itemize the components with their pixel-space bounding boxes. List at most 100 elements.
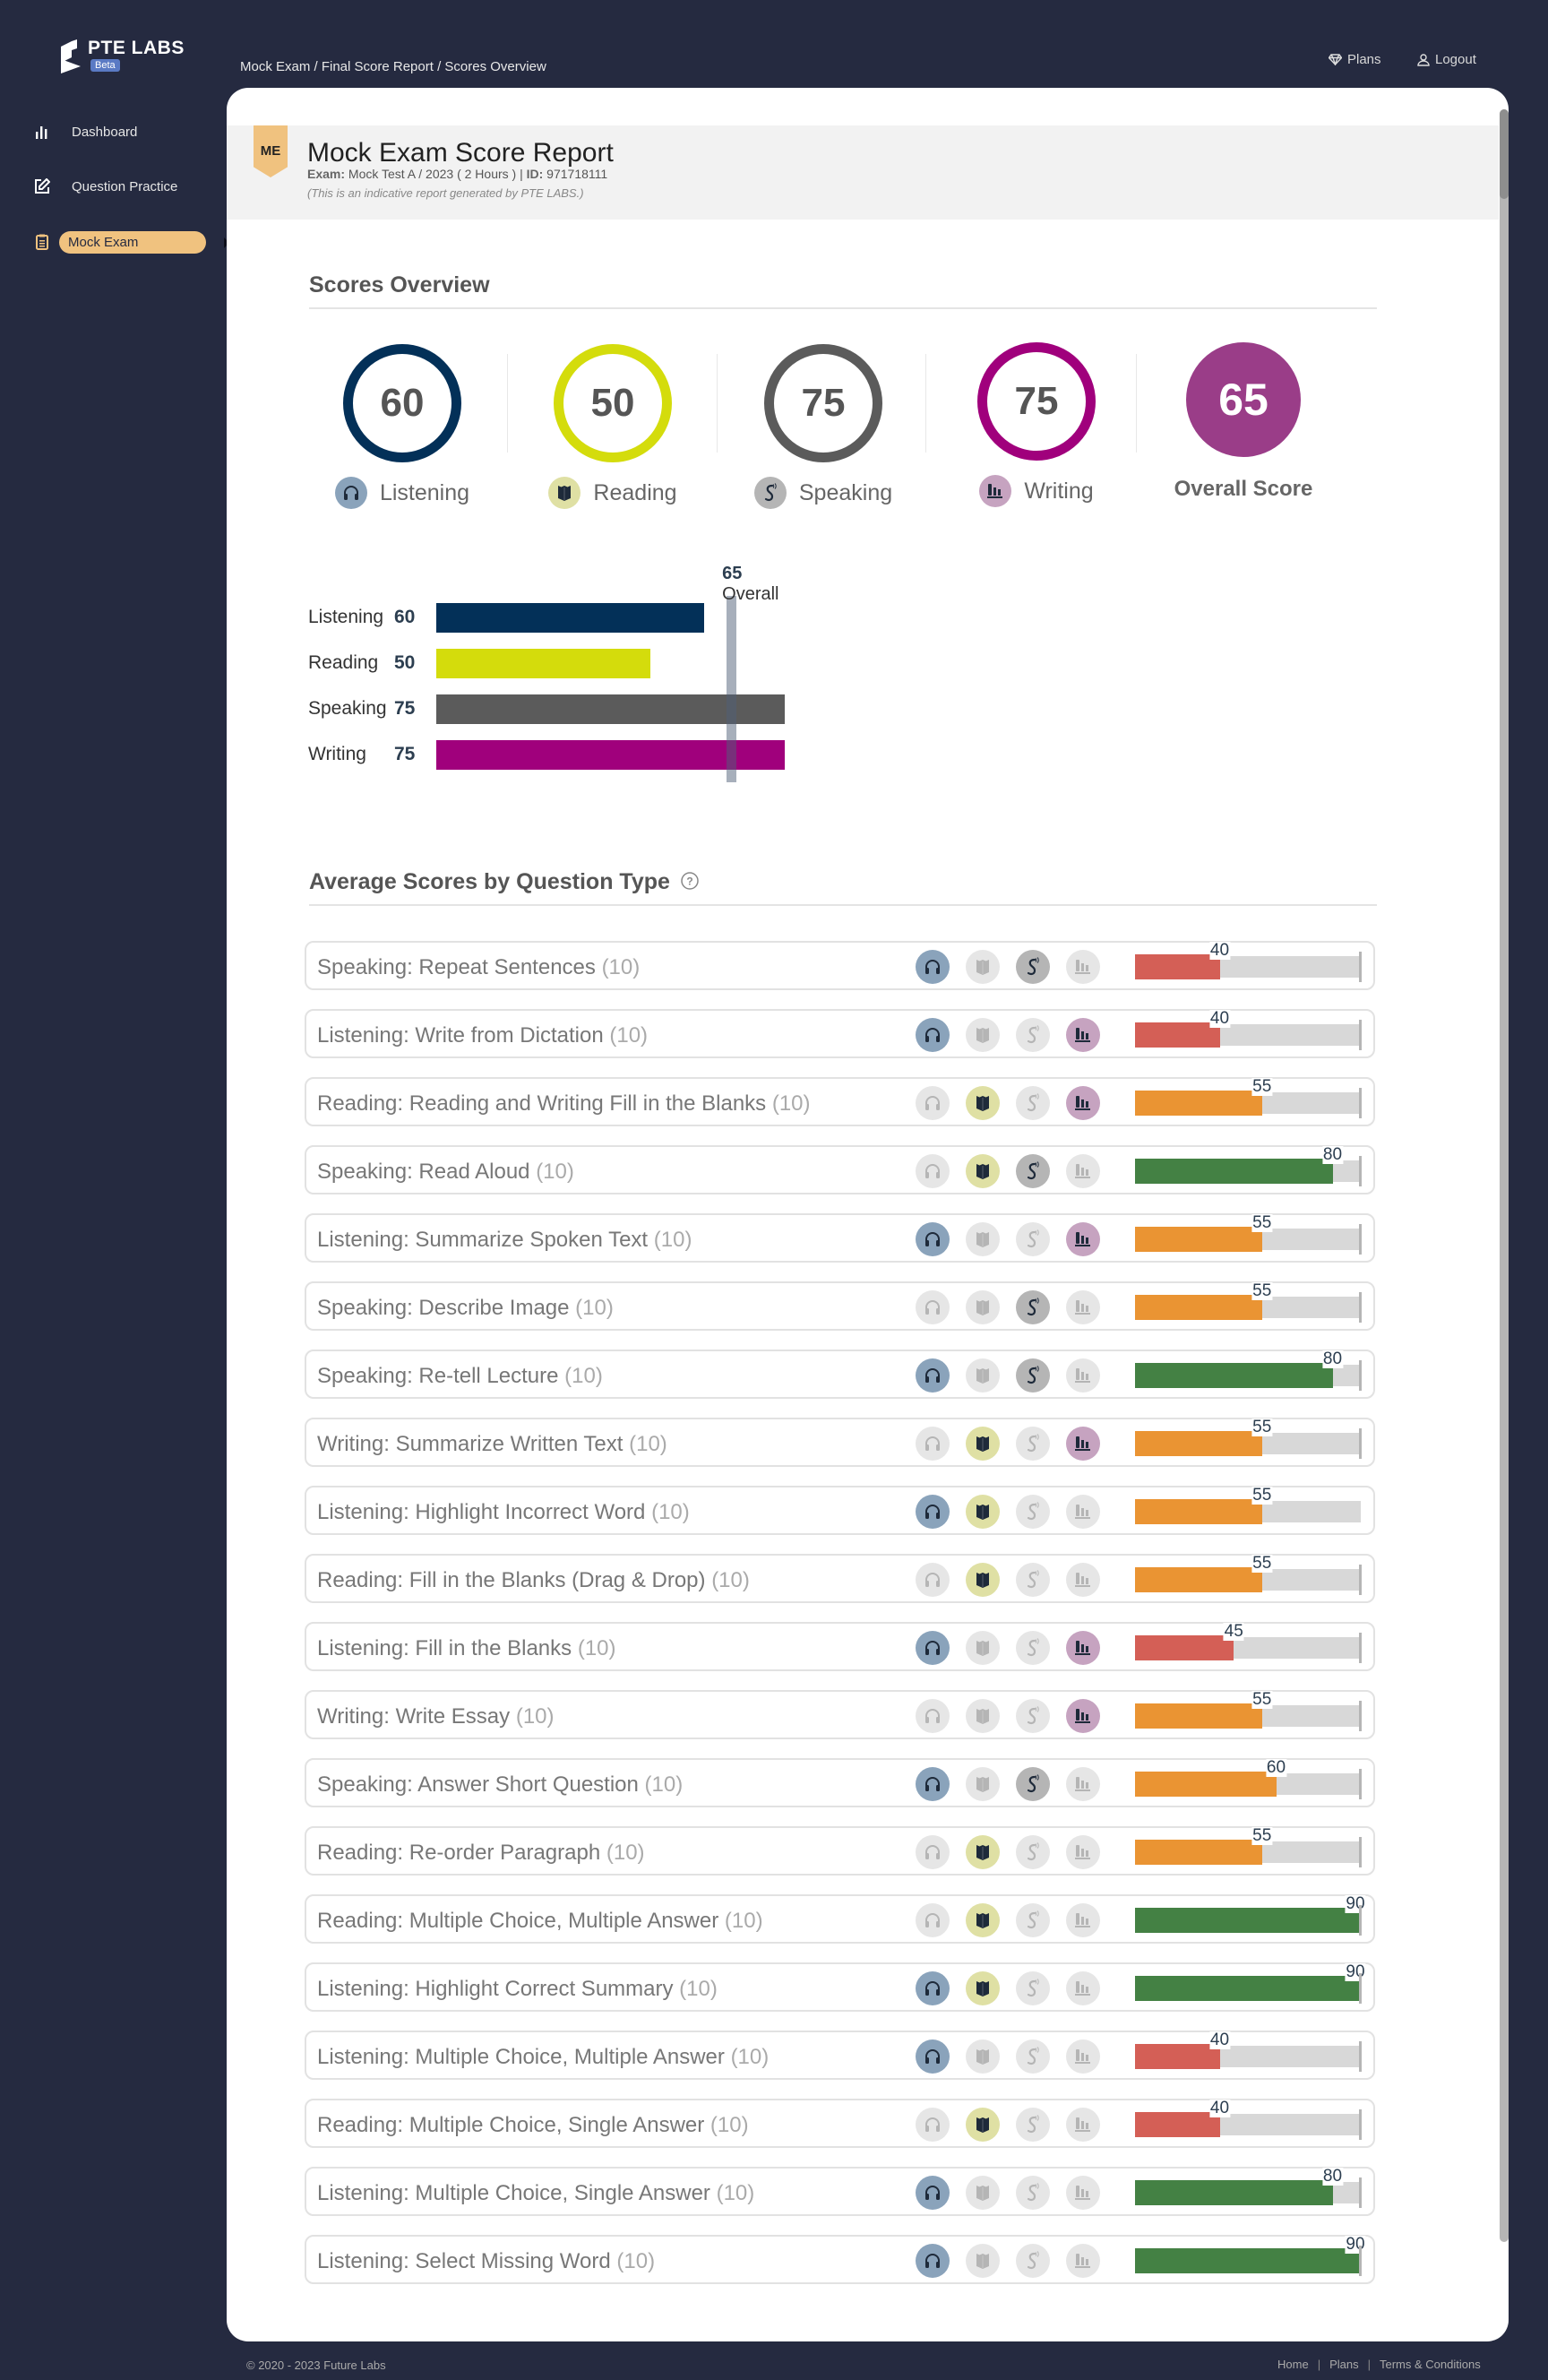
skill-name: Speaking — [798, 479, 893, 505]
speech-icon — [1016, 1495, 1050, 1529]
score-block-overall: 65 Overall Score — [1154, 342, 1333, 513]
score-max-marker — [1359, 1905, 1362, 1936]
skill-icons — [916, 1971, 1100, 2005]
footer-link-plans[interactable]: Plans — [1329, 2358, 1359, 2371]
score-value: 55 — [1251, 1213, 1273, 1232]
clipboard-icon — [30, 232, 54, 252]
score-fill — [1135, 2044, 1220, 2069]
overall-reference-line — [727, 596, 737, 782]
overall-reference-text: Overall — [722, 584, 779, 604]
question-type-row[interactable]: Listening: Multiple Choice, Multiple Ans… — [305, 2031, 1375, 2080]
footer-link-terms[interactable]: Terms & Conditions — [1380, 2358, 1481, 2371]
question-type-name: Listening: Multiple Choice, Multiple Ans… — [317, 2045, 769, 2070]
question-count: (10) — [609, 1023, 649, 1048]
score-ring: 75 — [764, 344, 882, 462]
book-icon — [966, 950, 1000, 984]
score-max-marker — [1359, 2109, 1362, 2140]
question-type-row[interactable]: Speaking: Answer Short Question (10) 60 — [305, 1758, 1375, 1807]
sidebar-item-question-practice[interactable]: Question Practice — [30, 174, 219, 199]
book-icon — [966, 2108, 1000, 2142]
score-value: 90 — [1345, 2235, 1366, 2254]
score-value: 40 — [1208, 2099, 1231, 2117]
question-type-row[interactable]: Writing: Summarize Written Text (10) 55 — [305, 1418, 1375, 1467]
score-fill — [1135, 1908, 1361, 1933]
question-type-row[interactable]: Reading: Fill in the Blanks (Drag & Drop… — [305, 1554, 1375, 1603]
overall-reference-value: 65 — [722, 564, 743, 583]
question-count: (10) — [651, 1500, 690, 1524]
book-icon — [966, 1018, 1000, 1052]
book-icon — [966, 2244, 1000, 2278]
writing-icon — [1066, 1018, 1100, 1052]
headphones-icon — [916, 1427, 950, 1461]
score-track: 55 — [1135, 1419, 1361, 1456]
score-value: 55 — [1251, 1826, 1273, 1845]
exam-value: Mock Test A / 2023 ( 2 Hours ) | — [345, 167, 527, 181]
score-value: 90 — [1345, 1962, 1366, 1981]
plans-link[interactable]: Plans — [1329, 52, 1381, 67]
question-count: (10) — [577, 1636, 616, 1660]
score-track: 55 — [1135, 1282, 1361, 1320]
score-value: 55 — [1251, 1077, 1273, 1096]
writing-icon — [1066, 2108, 1100, 2142]
chart-value-label: 75 — [394, 698, 416, 719]
chart-bar-reading — [436, 649, 651, 678]
question-type-row[interactable]: Listening: Summarize Spoken Text (10) 55 — [305, 1213, 1375, 1263]
speech-icon — [1016, 2108, 1050, 2142]
score-fill — [1135, 1772, 1277, 1797]
question-type-row[interactable]: Speaking: Describe Image (10) 55 — [305, 1281, 1375, 1331]
question-count: (10) — [515, 1704, 555, 1729]
skill-label: Speaking — [734, 477, 913, 509]
question-type-row[interactable]: Listening: Select Missing Word (10) 90 — [305, 2235, 1375, 2284]
question-type-row[interactable]: Speaking: Read Aloud (10) 80 — [305, 1145, 1375, 1194]
writing-icon — [1066, 1971, 1100, 2005]
chart-category-label: Writing — [308, 744, 366, 764]
question-type-row[interactable]: Writing: Write Essay (10) 55 — [305, 1690, 1375, 1739]
sidebar-item-mock-exam[interactable]: Mock Exam — [30, 229, 219, 254]
skill-icons — [916, 1290, 1100, 1324]
speech-icon — [1016, 1971, 1050, 2005]
question-count: (10) — [616, 2249, 656, 2273]
speech-icon — [1016, 1154, 1050, 1188]
skill-icons — [916, 2244, 1100, 2278]
speech-icon — [1016, 1290, 1050, 1324]
footer-link-home[interactable]: Home — [1277, 2358, 1309, 2371]
brand-logo[interactable]: PTE LABS Beta — [59, 36, 194, 75]
report-card: ME Mock Exam Score Report Exam: Mock Tes… — [227, 88, 1509, 2341]
sidebar-item-label: Mock Exam — [59, 230, 206, 254]
speech-icon — [1016, 2039, 1050, 2074]
score-track: 80 — [1135, 1350, 1361, 1388]
question-count: (10) — [644, 1772, 684, 1797]
score-fill — [1135, 1022, 1220, 1048]
question-type-label: Writing: Summarize Written Text — [317, 1432, 624, 1456]
scrollbar-track[interactable] — [1500, 109, 1509, 2242]
question-type-row[interactable]: Speaking: Re-tell Lecture (10) 80 — [305, 1350, 1375, 1399]
question-type-row[interactable]: Reading: Reading and Writing Fill in the… — [305, 1077, 1375, 1126]
question-type-label: Listening: Multiple Choice, Multiple Ans… — [317, 2045, 725, 2069]
speech-icon — [753, 477, 787, 509]
report-header — [227, 125, 1499, 220]
question-type-row[interactable]: Reading: Multiple Choice, Single Answer … — [305, 2099, 1375, 2148]
question-type-row[interactable]: Reading: Multiple Choice, Multiple Answe… — [305, 1894, 1375, 1944]
question-circle-icon[interactable]: ? — [680, 871, 700, 891]
question-type-row[interactable]: Listening: Highlight Correct Summary (10… — [305, 1962, 1375, 2012]
question-type-row[interactable]: Listening: Write from Dictation (10) 40 — [305, 1009, 1375, 1058]
headphones-icon — [916, 1495, 950, 1529]
question-type-row[interactable]: Listening: Fill in the Blanks (10) 45 — [305, 1622, 1375, 1671]
score-max-marker — [1359, 1020, 1362, 1050]
question-type-label: Speaking: Re-tell Lecture — [317, 1364, 559, 1388]
scrollbar-thumb[interactable] — [1500, 109, 1509, 199]
sidebar-item-dashboard[interactable]: Dashboard — [30, 119, 219, 144]
question-type-row[interactable]: Listening: Highlight Incorrect Word (10)… — [305, 1486, 1375, 1535]
scores-overview-title: Scores Overview — [309, 272, 490, 298]
question-type-row[interactable]: Reading: Re-order Paragraph (10) 55 — [305, 1826, 1375, 1876]
skill-icons — [916, 950, 1100, 984]
score-fill — [1135, 1567, 1262, 1592]
logout-link[interactable]: Logout — [1417, 52, 1476, 67]
writing-icon — [1066, 1222, 1100, 1256]
exam-badge: ME — [254, 125, 288, 177]
question-type-row[interactable]: Speaking: Repeat Sentences (10) 40 — [305, 941, 1375, 990]
question-type-name: Listening: Select Missing Word (10) — [317, 2249, 655, 2274]
question-count: (10) — [653, 1228, 692, 1252]
question-type-row[interactable]: Listening: Multiple Choice, Single Answe… — [305, 2167, 1375, 2216]
question-count: (10) — [536, 1160, 574, 1184]
